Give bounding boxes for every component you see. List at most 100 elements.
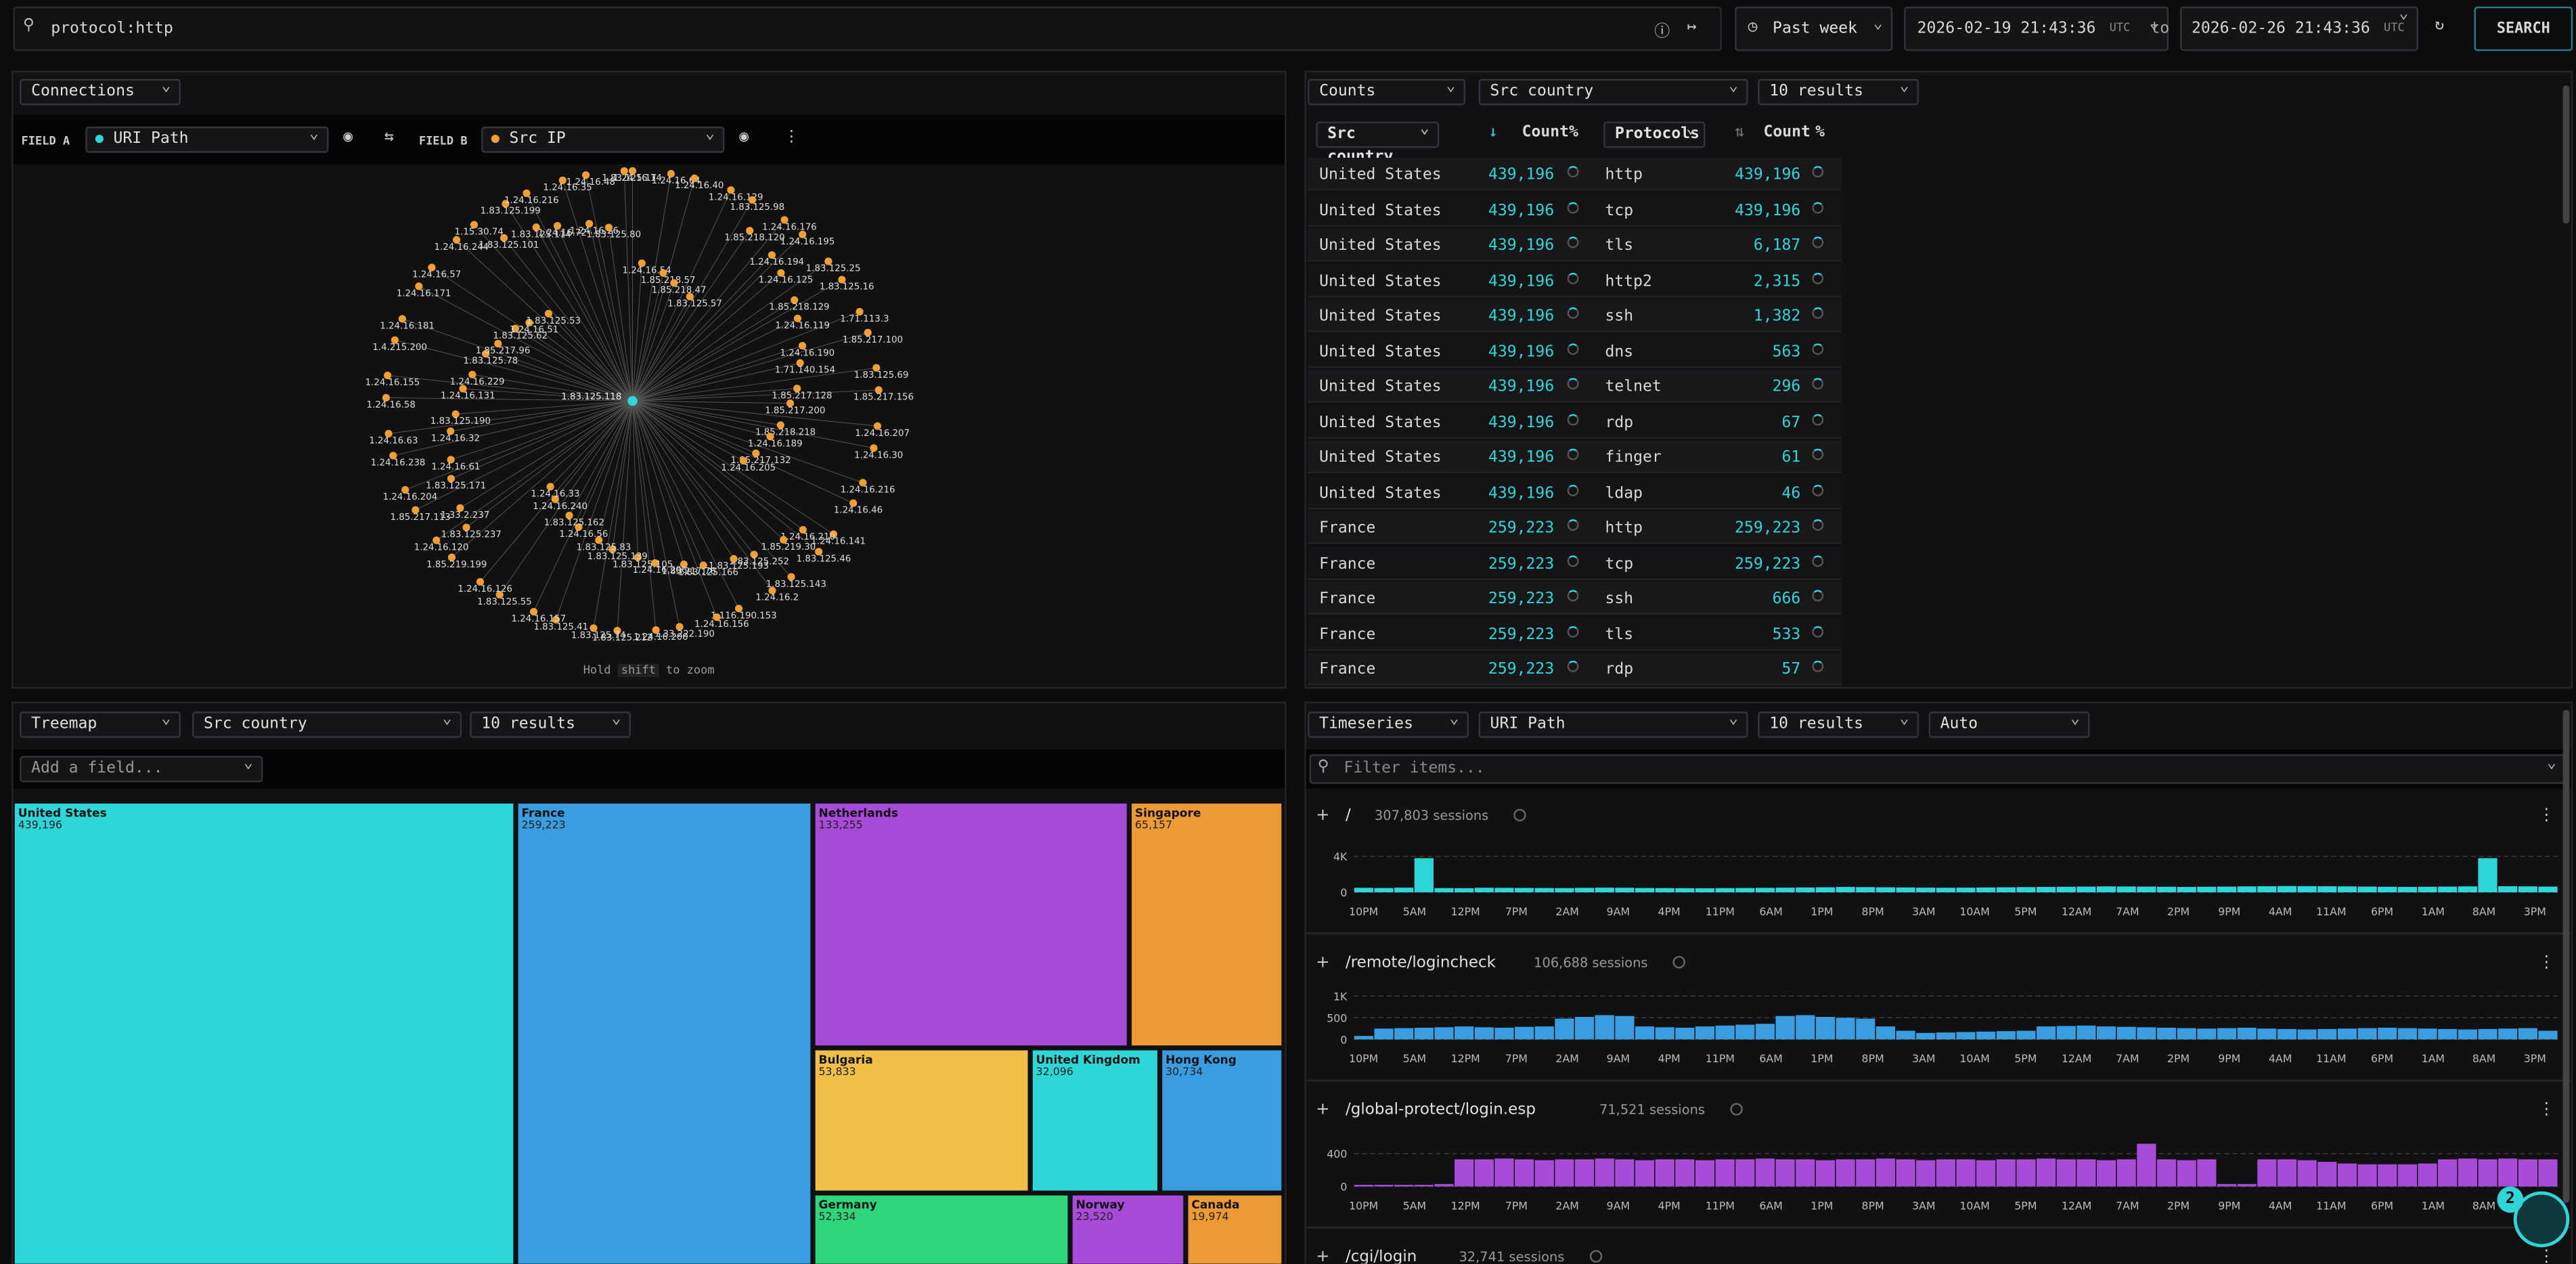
protocol-cell: http2 xyxy=(1605,271,1652,290)
bar xyxy=(1695,1026,1715,1040)
count-cell: 57 xyxy=(1781,660,1801,679)
edge xyxy=(632,389,879,401)
refresh-icon[interactable]: ↻ xyxy=(2435,16,2445,35)
x-tick-label: 11PM xyxy=(1706,1199,1735,1212)
ip-node xyxy=(476,577,485,586)
edge xyxy=(632,332,868,401)
to-date[interactable] xyxy=(2180,3,2418,51)
column-header[interactable]: Protocols xyxy=(1603,118,1706,148)
bar xyxy=(1836,1018,1855,1040)
treemap-value: 32,096 xyxy=(1036,1065,1073,1078)
edge xyxy=(623,171,633,401)
help-icon[interactable]: ⓘ xyxy=(1654,22,1670,41)
column-header[interactable]: % xyxy=(1815,123,1825,141)
edge xyxy=(632,362,801,401)
edge xyxy=(632,400,784,540)
bar xyxy=(2217,886,2237,893)
expand-icon[interactable]: ↦ xyxy=(1687,18,1697,37)
bar xyxy=(2538,1030,2558,1040)
ip-label: 1.83.125.55 xyxy=(477,597,532,607)
ip-label: 1.24.16.171 xyxy=(397,288,451,299)
column-header[interactable]: Count xyxy=(1763,123,1811,141)
bar xyxy=(1374,888,1394,893)
field-a-select[interactable]: URI Path xyxy=(85,123,329,153)
ip-node xyxy=(384,430,393,438)
count-cell: 439,196 xyxy=(1488,413,1555,432)
pct-spinner xyxy=(1567,519,1579,531)
treemap-name: Norway xyxy=(1076,1198,1125,1212)
ip-node xyxy=(824,257,832,265)
edge xyxy=(393,400,633,456)
treemap-cell xyxy=(815,803,1127,1046)
bar xyxy=(1374,1028,1394,1040)
ts-limit-select[interactable]: 10 results xyxy=(1758,708,1919,738)
ip-node xyxy=(447,553,456,561)
bar xyxy=(2237,886,2257,893)
treemap-name: Singapore xyxy=(1135,806,1201,820)
edge xyxy=(431,267,633,401)
column-header[interactable]: % xyxy=(1569,123,1578,141)
column-header[interactable]: Count xyxy=(1522,123,1570,141)
more-icon[interactable]: ⋮ xyxy=(783,128,799,147)
bar xyxy=(1454,1026,1474,1040)
treemap-view-select[interactable]: Treemap xyxy=(20,708,181,738)
graph-view-select[interactable]: Connections xyxy=(20,76,181,106)
ts-interval-select[interactable]: Auto xyxy=(1928,708,2090,738)
treemap-cell xyxy=(815,1050,1028,1191)
ip-label: 1.24.16.176 xyxy=(762,222,817,232)
add-field-select[interactable]: Add a field... xyxy=(20,753,263,783)
bar xyxy=(2097,886,2116,893)
ip-node xyxy=(544,309,553,318)
edge xyxy=(550,400,633,487)
search-box[interactable] xyxy=(13,6,1722,51)
ip-label: 1.24.16.58 xyxy=(367,400,416,410)
from-date[interactable] xyxy=(1904,3,2169,51)
bar xyxy=(1595,888,1614,893)
ip-node xyxy=(511,324,520,332)
bar xyxy=(1815,887,1836,893)
eye-b[interactable]: ◉ xyxy=(739,128,749,147)
bar xyxy=(1575,1016,1595,1040)
x-tick-label: 1PM xyxy=(1811,905,1833,918)
field-b-select[interactable]: Src IP xyxy=(481,123,725,153)
bar xyxy=(1875,887,1896,893)
ip-label: 1.83.125.237 xyxy=(441,530,502,540)
ts-view-select[interactable]: Timeseries xyxy=(1308,708,1469,738)
ip-label: 1.24.16.204 xyxy=(383,492,438,502)
treemap-value: 52,334 xyxy=(819,1210,856,1223)
bar xyxy=(1956,888,1976,893)
ts-field-select[interactable]: URI Path xyxy=(1478,708,1748,738)
table-field-select[interactable]: Src country xyxy=(1478,76,1748,106)
assistant-button[interactable] xyxy=(2513,1191,2570,1248)
edge xyxy=(387,375,633,401)
search-button[interactable]: SEARCH xyxy=(2474,6,2573,51)
bar xyxy=(1494,888,1514,893)
bar xyxy=(2016,887,2036,893)
ip-label: 1.83.125.166 xyxy=(678,568,738,578)
filter-input[interactable]: Filter items... xyxy=(1309,751,2567,784)
treemap-cell xyxy=(1032,1050,1157,1191)
edge xyxy=(598,401,633,540)
network-graph[interactable]: 1.24.16.141.24.16.641.24.16.40 1.24.16.12… xyxy=(13,165,1285,687)
time-range[interactable]: Past week xyxy=(1735,3,1893,51)
bar xyxy=(1635,1026,1655,1040)
ip-label: 1.85.218.218 xyxy=(755,427,816,437)
eye-a[interactable]: ◉ xyxy=(343,128,353,147)
bar xyxy=(2378,1164,2397,1187)
x-tick-label: 6AM xyxy=(1759,1052,1782,1065)
swap-icon[interactable]: ⇆ xyxy=(384,128,394,147)
treemap-limit-select[interactable]: 10 results xyxy=(470,708,631,738)
column-header[interactable]: Src country xyxy=(1316,118,1440,166)
ip-node xyxy=(415,282,423,290)
table-limit-select[interactable]: 10 results xyxy=(1758,76,1919,106)
pct-spinner xyxy=(1812,590,1824,602)
table-view-select[interactable]: Counts xyxy=(1308,76,1466,106)
pct-spinner xyxy=(1567,271,1579,284)
bar xyxy=(1474,1027,1494,1040)
ip-label: 1.24.16.63 xyxy=(369,436,418,446)
ip-label: 1.24.16.48 xyxy=(567,177,615,188)
treemap-field-select[interactable]: Src country xyxy=(192,708,462,738)
protocol-cell: ldap xyxy=(1605,483,1643,502)
edge xyxy=(632,299,795,401)
bar xyxy=(1896,1030,1915,1040)
